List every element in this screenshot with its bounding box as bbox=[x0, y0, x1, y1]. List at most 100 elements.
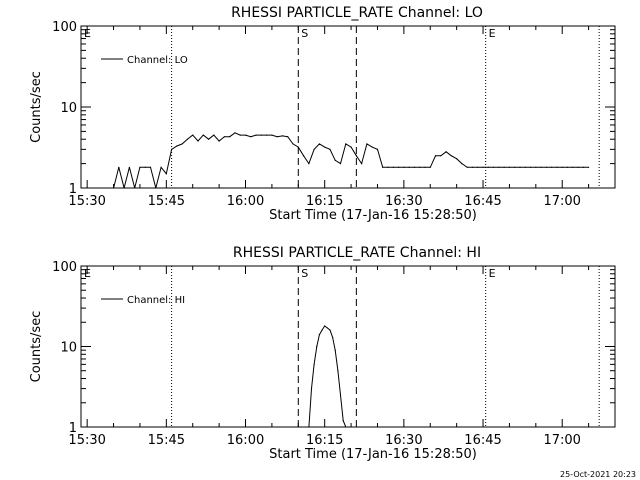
data-point bbox=[313, 363, 315, 365]
marker-label: E bbox=[489, 27, 496, 40]
data-point bbox=[339, 163, 342, 165]
data-point bbox=[112, 187, 115, 189]
data-point bbox=[171, 148, 173, 150]
data-point bbox=[329, 148, 331, 150]
y-tick-label: 1 bbox=[69, 182, 77, 197]
data-point bbox=[313, 148, 315, 150]
chart-panel-2: RHESSI PARTICLE_RATE Channel: HI 15:30 15:… bbox=[29, 245, 616, 462]
x-tick-label: 16:30 bbox=[385, 433, 422, 448]
plot-frame bbox=[80, 265, 616, 428]
chart-title: RHESSI PARTICLE_RATE Channel: LO bbox=[231, 5, 483, 21]
data-point bbox=[239, 134, 241, 136]
render-timestamp: 25-Oct-2021 20:23 bbox=[560, 470, 636, 479]
data-point bbox=[572, 166, 574, 168]
data-point bbox=[118, 166, 120, 168]
data-point bbox=[218, 140, 220, 142]
data-point bbox=[334, 349, 336, 351]
legend-label: Channel: HI bbox=[127, 295, 185, 306]
data-point bbox=[332, 336, 334, 338]
y-tick-label: 10 bbox=[60, 101, 77, 116]
data-point bbox=[424, 166, 426, 168]
data-point bbox=[588, 166, 590, 168]
data-point bbox=[450, 155, 452, 157]
data-point bbox=[302, 155, 305, 157]
data-point bbox=[321, 329, 323, 331]
data-point bbox=[345, 426, 347, 428]
data-point bbox=[403, 166, 405, 168]
data-point bbox=[229, 136, 231, 138]
data-point bbox=[355, 155, 357, 157]
data-point bbox=[202, 134, 204, 136]
data-point bbox=[413, 166, 416, 168]
data-point bbox=[482, 166, 484, 168]
data-point bbox=[487, 166, 489, 168]
data-point bbox=[345, 143, 347, 145]
data-point bbox=[155, 187, 157, 189]
data-point bbox=[266, 134, 268, 136]
series-line bbox=[113, 132, 589, 189]
x-tick-label: 15:45 bbox=[148, 433, 185, 448]
data-point bbox=[376, 148, 379, 150]
data-point bbox=[310, 387, 313, 390]
series-line bbox=[308, 325, 347, 428]
data-point bbox=[342, 420, 344, 422]
data-point bbox=[244, 134, 247, 136]
data-point bbox=[181, 143, 183, 145]
data-point bbox=[326, 327, 328, 329]
marker-label: E bbox=[84, 27, 91, 40]
data-point bbox=[477, 166, 479, 168]
y-tick-label: 10 bbox=[60, 341, 77, 356]
data-point bbox=[324, 325, 326, 327]
x-tick-label: 16:45 bbox=[464, 433, 501, 448]
data-point bbox=[186, 138, 189, 140]
data-point bbox=[337, 370, 339, 372]
data-point bbox=[292, 143, 294, 145]
marker-label: S bbox=[301, 27, 308, 40]
data-point bbox=[582, 166, 584, 168]
data-point bbox=[260, 134, 262, 136]
data-point bbox=[134, 187, 136, 189]
data-point bbox=[123, 187, 125, 189]
data-point bbox=[144, 166, 146, 168]
data-point bbox=[551, 166, 553, 168]
x-tick-label: 16:15 bbox=[306, 194, 343, 209]
data-point bbox=[271, 134, 273, 136]
data-point bbox=[192, 134, 194, 136]
data-point bbox=[160, 166, 162, 168]
x-tick-label: 16:00 bbox=[227, 433, 264, 448]
data-point bbox=[561, 166, 563, 168]
chart-panel-1: RHESSI PARTICLE_RATE Channel: LO 15:30 15:… bbox=[29, 5, 616, 223]
data-point bbox=[556, 166, 558, 168]
data-point bbox=[540, 166, 542, 168]
x-tick-label: 17:00 bbox=[543, 194, 580, 209]
y-tick-label: 1 bbox=[69, 421, 77, 436]
data-point bbox=[508, 166, 511, 168]
plot-frame bbox=[80, 25, 616, 189]
data-point bbox=[213, 134, 215, 136]
x-tick-label: 15:30 bbox=[68, 433, 105, 448]
data-point bbox=[519, 166, 521, 168]
data-point bbox=[492, 166, 495, 168]
x-tick-label: 15:45 bbox=[148, 194, 185, 209]
data-point bbox=[503, 166, 505, 168]
data-point bbox=[287, 136, 289, 138]
y-axis-label: Counts/sec bbox=[29, 71, 44, 143]
data-point bbox=[223, 136, 225, 138]
data-point bbox=[466, 166, 468, 168]
data-point bbox=[461, 163, 463, 165]
data-point bbox=[139, 166, 141, 168]
data-point bbox=[324, 146, 326, 148]
data-point bbox=[128, 166, 130, 168]
data-point bbox=[382, 166, 384, 168]
data-point bbox=[429, 166, 431, 168]
x-axis-label: Start Time (17-Jan-16 15:28:50) bbox=[269, 208, 477, 223]
x-tick-label: 16:00 bbox=[227, 194, 264, 209]
data-point bbox=[165, 173, 167, 175]
data-point bbox=[371, 146, 373, 148]
y-tick-label: 100 bbox=[52, 20, 77, 35]
marker-label: E bbox=[489, 267, 496, 280]
data-point bbox=[234, 132, 236, 134]
x-tick-label: 16:45 bbox=[464, 194, 501, 209]
data-point bbox=[318, 143, 321, 145]
